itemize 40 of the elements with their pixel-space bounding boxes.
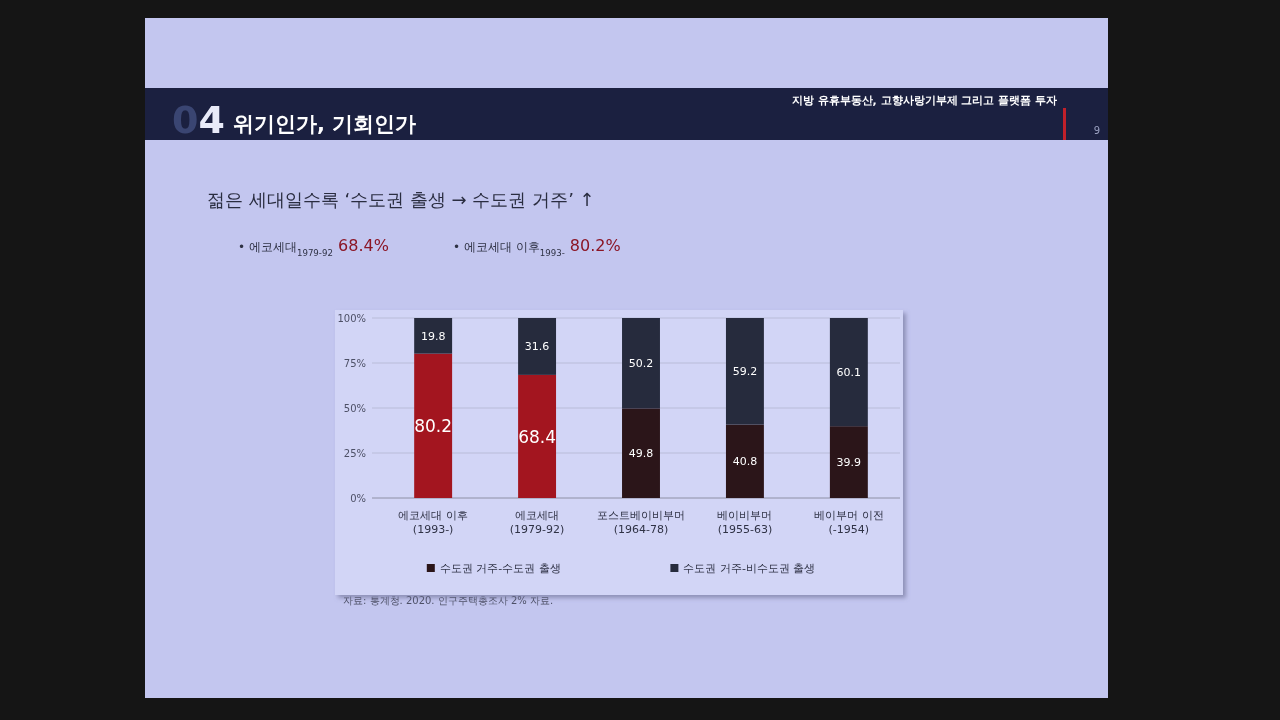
bar: [414, 353, 453, 498]
text: 04: [172, 98, 225, 142]
data-label: 59.2: [732, 365, 758, 379]
bar: [725, 424, 764, 498]
data-label: 40.8: [732, 455, 758, 469]
x-tick-label: 포스트베이비부머 (1964-78): [597, 509, 685, 536]
x-tick-label: 에코세대 (1979-92): [509, 509, 565, 536]
data-label: 68.4: [518, 426, 556, 447]
data-label: 50.2: [628, 357, 654, 371]
x-tick-label: 에코세대 이후 (1993-): [398, 509, 468, 536]
data-label: 60.1: [836, 366, 862, 380]
y-tick-label: 75%: [343, 357, 366, 369]
y-tick-label: 0%: [350, 492, 366, 504]
y-tick-label: 25%: [343, 447, 366, 459]
y-tick-label: 100%: [337, 312, 366, 324]
bar: [518, 374, 557, 498]
data-label: 19.8: [420, 329, 446, 343]
bar: [518, 318, 557, 375]
data-label: 39.9: [836, 456, 862, 470]
y-tick-label: 50%: [343, 402, 366, 414]
legend-label: 수도권 거주-수도권 출생: [439, 562, 561, 575]
chart-subtitle: 젊은 세대일수록 ‘수도권 출생 → 수도권 거주’ ↑: [207, 189, 595, 210]
text: 9: [1093, 125, 1100, 136]
data-label: 49.8: [628, 447, 654, 461]
bar: [829, 426, 868, 498]
bar: [829, 318, 868, 427]
x-tick-label: 베이비부머 (1955-63): [717, 509, 773, 536]
text: • 에코세대 이후$_{1993-}$ 80.2%: [453, 236, 621, 258]
text: • 에코세대$_{1979-92}$ 68.4%: [238, 236, 389, 258]
bar: [622, 318, 660, 409]
text: 자료: 통계청. 2020. 인구주택총조사 2% 자료.: [343, 595, 554, 606]
bar: [414, 318, 453, 354]
bar: [725, 318, 764, 425]
chart-title: 위기인가, 기회인가: [233, 112, 417, 136]
x-tick-label: 베이부머 이전 (-1954): [814, 509, 884, 536]
data-label: 31.6: [524, 340, 550, 354]
bar: [622, 408, 660, 498]
text: 지방 유휴부동산, 고향사랑기부제 그리고 플랫폼 투자: [790, 94, 1057, 107]
data-label: 80.2: [414, 415, 453, 436]
legend-label: 수도권 거주-비수도권 출생: [683, 562, 816, 575]
